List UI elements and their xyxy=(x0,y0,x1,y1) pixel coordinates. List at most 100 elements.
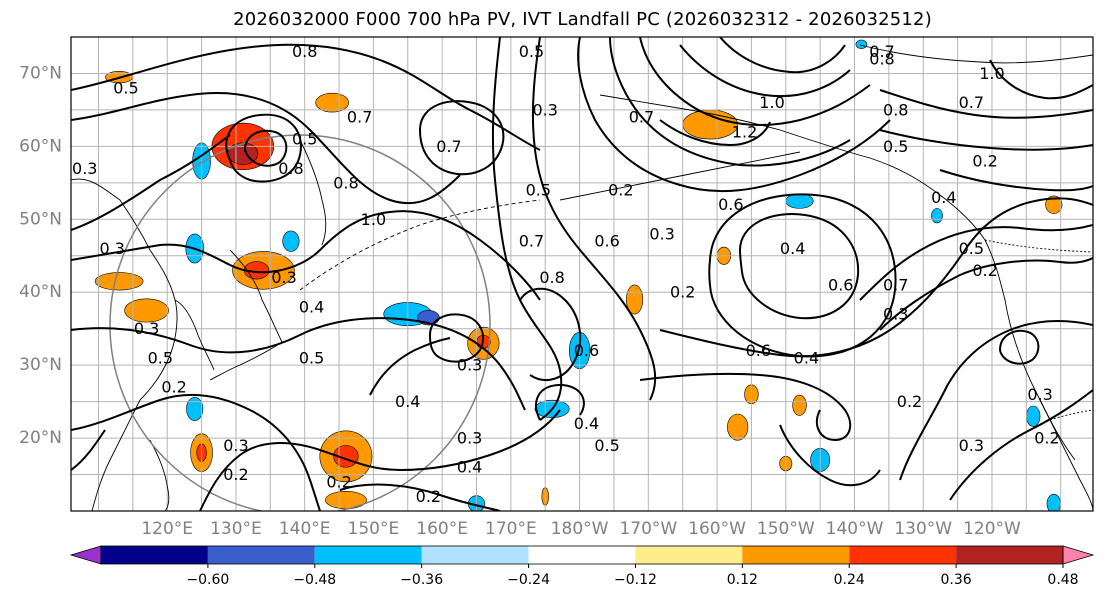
contour-label: 0.3 xyxy=(38,399,63,418)
longitude-tick-label: 130°E xyxy=(210,519,262,539)
contour-line xyxy=(659,119,771,147)
contour-label: 0.8 xyxy=(292,42,317,61)
shaded-anomaly xyxy=(324,491,367,510)
pv-contours xyxy=(71,37,1093,511)
coastline-korea xyxy=(174,299,215,371)
contour-line xyxy=(71,210,541,301)
contour-line xyxy=(71,429,106,471)
contour-line xyxy=(939,169,1093,192)
contour-line xyxy=(71,43,541,151)
contour-label: 0.4 xyxy=(395,392,420,411)
contour-label: 0.6 xyxy=(574,341,599,360)
shaded-anomaly xyxy=(186,396,204,421)
contour-label: 0.2 xyxy=(1034,429,1059,448)
contour-line xyxy=(779,424,881,487)
coastline-kamchatka xyxy=(299,139,327,246)
contour-label: 0.2 xyxy=(608,181,633,200)
contour-line xyxy=(879,257,1093,331)
contour-line xyxy=(989,59,1093,100)
shaded-anomaly xyxy=(94,272,144,291)
contour-label: 0.5 xyxy=(959,239,984,258)
contour-label: 0.3 xyxy=(883,305,908,324)
contour-label: 0.5 xyxy=(594,436,619,455)
colorbar-tick-label: 0.48 xyxy=(1047,572,1078,588)
contour-line xyxy=(339,483,501,511)
contour-label: 0.8 xyxy=(333,173,358,192)
coastline-baja xyxy=(1039,399,1076,461)
contour-label: 0.2 xyxy=(326,472,351,491)
contour-line xyxy=(719,37,846,74)
contour-label: 1.0 xyxy=(979,64,1004,83)
colorbar-segment xyxy=(207,546,315,564)
contour-labels: 0.80.50.50.80.70.81.00.40.30.30.30.40.30… xyxy=(38,42,1060,506)
contour-label: 0.3 xyxy=(533,100,558,119)
colorbar-high-extension xyxy=(1062,545,1095,565)
contour-label: 0.3 xyxy=(134,319,159,338)
border-us-canada xyxy=(984,239,1093,253)
shaded-anomaly xyxy=(727,413,749,441)
colorbar: −0.60 −0.48 −0.36 −0.24 −0.12 0.12 0.24 0.36 0.4… xyxy=(69,545,1095,588)
contour-label: 0.2 xyxy=(972,151,997,170)
contour-label: 0.7 xyxy=(883,275,908,294)
contour-label: 0.2 xyxy=(897,392,922,411)
colorbar-segment xyxy=(635,546,743,564)
colorbar-segment xyxy=(849,546,957,564)
contour-label: 0.3 xyxy=(271,268,296,287)
longitude-tick-label: 140°W xyxy=(826,519,884,539)
shaded-anomaly xyxy=(1026,405,1041,427)
map-frame xyxy=(70,36,1094,512)
shaded-anomaly xyxy=(1046,493,1061,511)
latitude-tick-label: 20°N xyxy=(19,428,62,448)
contour-label: 0.6 xyxy=(828,275,853,294)
border-us-mexico xyxy=(1049,409,1093,421)
contour-label: 1.0 xyxy=(361,210,386,229)
contour-label: 0.7 xyxy=(869,42,894,61)
contour-label: 0.8 xyxy=(278,159,303,178)
contour-line xyxy=(71,92,461,205)
contour-label: 0.4 xyxy=(931,188,956,207)
contour-line xyxy=(998,330,1040,365)
latitude-tick-label: 50°N xyxy=(19,209,62,229)
contour-label: 0.5 xyxy=(148,348,173,367)
contour-label: 0.8 xyxy=(869,49,894,68)
colorbar-segment xyxy=(742,546,850,564)
contour-label: 1.0 xyxy=(759,93,784,112)
contour-line xyxy=(243,130,288,167)
contour-label: 0.3 xyxy=(100,239,125,258)
map-title: 2026032000 F000 700 hPa PV, IVT Landfall… xyxy=(233,9,932,30)
shaded-anomaly xyxy=(282,230,300,252)
shaded-anomaly xyxy=(1045,195,1063,214)
longitude-tick-label: 170°E xyxy=(485,519,537,539)
contour-line xyxy=(577,37,891,193)
contour-line xyxy=(369,337,451,396)
contour-label: 0.4 xyxy=(794,348,819,367)
longitude-tick-label: 160°E xyxy=(416,519,468,539)
contour-line xyxy=(609,37,851,167)
colorbar-tick-label: −0.12 xyxy=(614,572,657,588)
contour-label: 0.2 xyxy=(223,465,248,484)
longitude-labels: 120°E 130°E 140°E 150°E 160°E 170°E 180°W 170°W… xyxy=(141,519,1021,539)
latitude-tick-label: 60°N xyxy=(19,136,62,156)
colorbar-segment xyxy=(101,546,208,564)
coastline-aleutians xyxy=(559,151,801,201)
colorbar-low-extension xyxy=(69,545,102,565)
contour-label: 0.2 xyxy=(972,261,997,280)
contour-label: 0.8 xyxy=(539,268,564,287)
contour-label: 0.7 xyxy=(629,108,654,127)
longitude-tick-label: 120°W xyxy=(963,519,1021,539)
contour-label: 1.2 xyxy=(732,122,757,141)
shaded-anomaly xyxy=(855,39,868,49)
contour-label: 0.3 xyxy=(959,436,984,455)
colorbar-segment xyxy=(528,546,636,564)
shaded-anomaly xyxy=(931,208,943,224)
colorbar-tick-label: −0.36 xyxy=(400,572,443,588)
contour-line xyxy=(428,313,485,363)
latitude-tick-label: 30°N xyxy=(19,355,62,375)
contour-line xyxy=(949,389,1093,501)
coastline-philippines xyxy=(149,439,170,511)
colorbar-segment xyxy=(314,546,422,564)
contour-label: 0.4 xyxy=(574,414,599,433)
longitude-tick-label: 130°W xyxy=(894,519,952,539)
contour-label: 0.7 xyxy=(519,232,544,251)
contour-label: 0.3 xyxy=(649,224,674,243)
